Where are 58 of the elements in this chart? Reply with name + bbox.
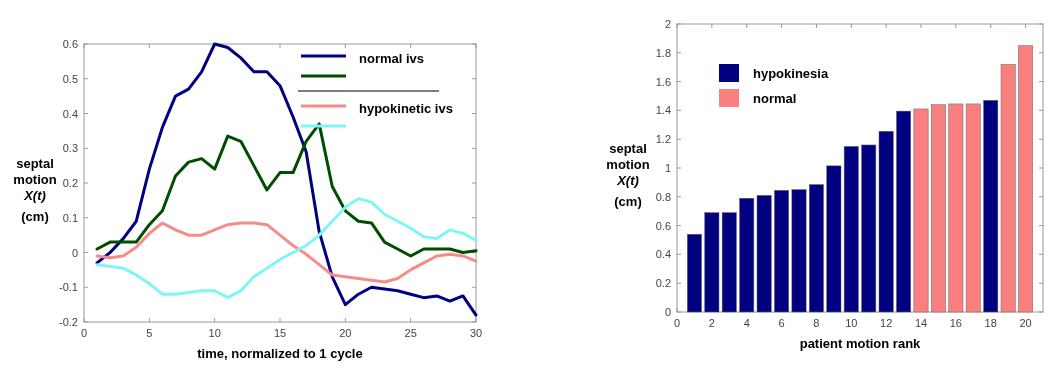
y-tick-label: 0.4: [62, 107, 78, 120]
x-tick-label: 0: [673, 317, 681, 329]
x-tick-label: 5: [146, 327, 153, 339]
x-tick-label: 10: [845, 317, 858, 329]
bar: [809, 184, 824, 313]
bar: [913, 108, 929, 313]
x-tick-label: 4: [743, 317, 750, 329]
x-tick-label: 20: [339, 327, 352, 339]
y-tick-label: 0.6: [62, 38, 78, 50]
y-tick-label: 1.2: [655, 133, 671, 146]
bar: [1018, 45, 1033, 313]
y-axis-title: septal motion X(t) (cm): [606, 141, 650, 209]
y-tick-label: 0.8: [655, 190, 671, 203]
y-tick-label: 1: [664, 162, 671, 174]
x-tick-label: 18: [984, 317, 997, 329]
y-tick-label: 1.8: [655, 46, 671, 59]
x-tick-label: 16: [949, 317, 962, 329]
y-tick-label: 0: [71, 246, 78, 259]
legend-label: normal ivs: [359, 51, 425, 66]
bar: [774, 190, 789, 313]
y-tick-label: 0.5: [62, 72, 78, 85]
x-axis-title: patient motion rank: [799, 336, 922, 351]
x-tick-label: 20: [1019, 317, 1032, 329]
x-tick-label: 25: [404, 327, 417, 339]
x-tick-label: 12: [880, 317, 893, 329]
bar: [896, 110, 911, 313]
x-tick-label: 14: [914, 317, 928, 329]
y-tick-label: 0.6: [655, 219, 671, 232]
line-series: [95, 42, 478, 317]
y-tick-label: 0.1: [62, 211, 78, 224]
y-tick-label: 1.6: [655, 75, 671, 88]
bar: [791, 189, 807, 313]
bar: [687, 233, 702, 313]
x-tick-label: 8: [813, 317, 820, 329]
y-axis-title: septal motion X(t) (cm): [13, 156, 57, 224]
y-tick-label: 1.4: [655, 104, 671, 117]
line-series: [95, 221, 478, 284]
x-axis-title: time, normalized to 1 cycle: [197, 346, 363, 361]
bar: [931, 104, 946, 313]
x-tick-label: 2: [708, 317, 715, 329]
line-series: [95, 122, 478, 258]
x-tick-label: 6: [778, 317, 785, 329]
y-tick-label: 0.2: [655, 277, 671, 290]
y-tick-label: 0.2: [62, 177, 78, 189]
x-tick-label: 30: [469, 327, 483, 339]
y-tick-label: 0.4: [655, 248, 671, 261]
legend-label: hypokinesia: [753, 66, 829, 81]
x-tick-label: 10: [208, 327, 221, 339]
x-tick-label: 15: [273, 327, 287, 339]
y-tick-label: 2: [664, 18, 671, 30]
y-tick-label: 0: [664, 306, 671, 318]
y-tick-label: 0.3: [62, 142, 78, 155]
x-tick-label: 0: [80, 327, 88, 339]
y-tick-label: -0.2: [59, 316, 78, 328]
y-tick-label: -0.1: [59, 281, 78, 294]
legend-label: normal: [753, 91, 797, 106]
legend-label: hypokinetic ivs: [359, 101, 453, 116]
line-series: [95, 197, 478, 300]
